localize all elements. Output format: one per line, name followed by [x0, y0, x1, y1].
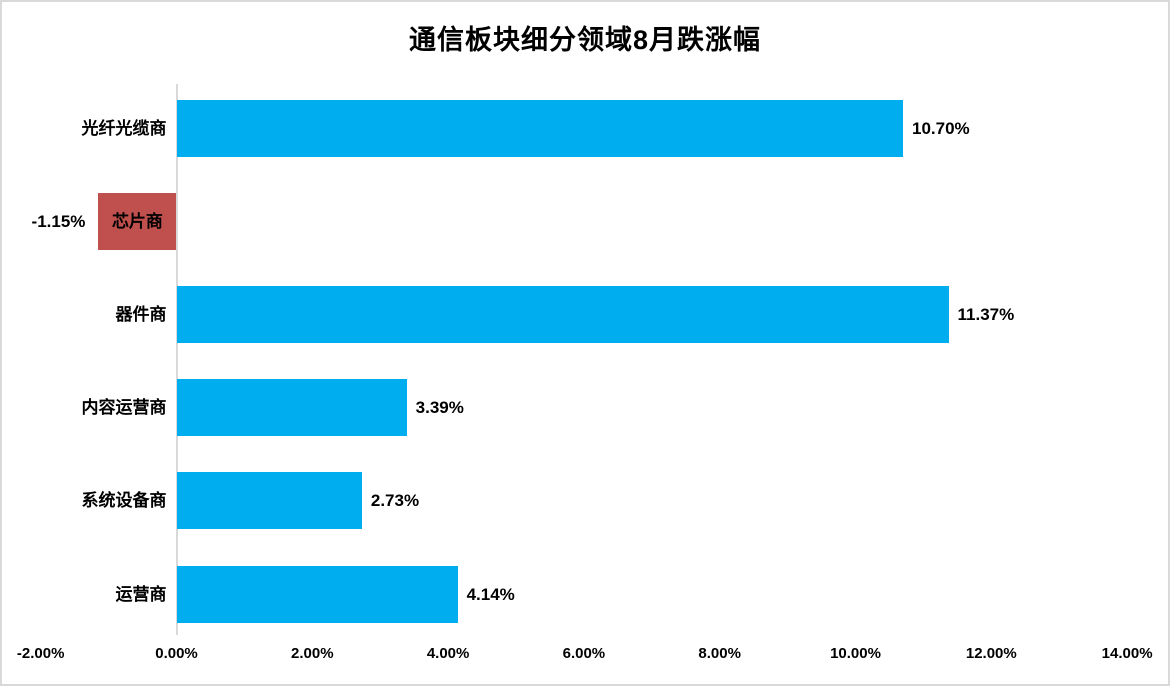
- bar-系统设备商: [176, 472, 362, 530]
- bar-器件商: [176, 286, 949, 344]
- x-axis-tick-label: 12.00%: [965, 645, 1017, 662]
- category-label: 系统设备商: [81, 491, 167, 511]
- category-label: 内容运营商: [81, 398, 167, 418]
- chart-title: 通信板块细分领域8月跌涨幅: [408, 25, 761, 55]
- bar-芯片商: [98, 193, 177, 251]
- x-axis-tick-label: 0.00%: [155, 645, 198, 662]
- category-label: 器件商: [115, 305, 167, 325]
- x-axis-tick-label: 4.00%: [426, 645, 470, 662]
- category-label: 芯片商: [111, 212, 163, 232]
- bar-内容运营商: [176, 379, 407, 437]
- category-label: 运营商: [115, 584, 167, 604]
- value-label: 10.70%: [912, 119, 970, 138]
- x-axis-tick-label: -2.00%: [16, 645, 65, 662]
- zero-axis-line: [175, 84, 178, 635]
- value-label: -1.15%: [31, 212, 86, 232]
- value-label: 2.73%: [370, 491, 420, 511]
- value-label: 4.14%: [466, 584, 515, 604]
- value-label: 11.37%: [957, 305, 1015, 325]
- x-axis-tick-label: 8.00%: [698, 645, 741, 662]
- x-axis-tick-label: 10.00%: [830, 645, 881, 662]
- x-axis-tick-label: 2.00%: [291, 645, 334, 662]
- bar-运营商: [176, 565, 458, 623]
- category-label: 光纤光缆商: [81, 119, 167, 138]
- x-axis-tick-label: 14.00%: [1101, 645, 1153, 662]
- bar-光纤光缆商: [176, 100, 904, 157]
- value-label: 3.39%: [415, 398, 464, 418]
- x-axis-tick-label: 6.00%: [562, 645, 606, 662]
